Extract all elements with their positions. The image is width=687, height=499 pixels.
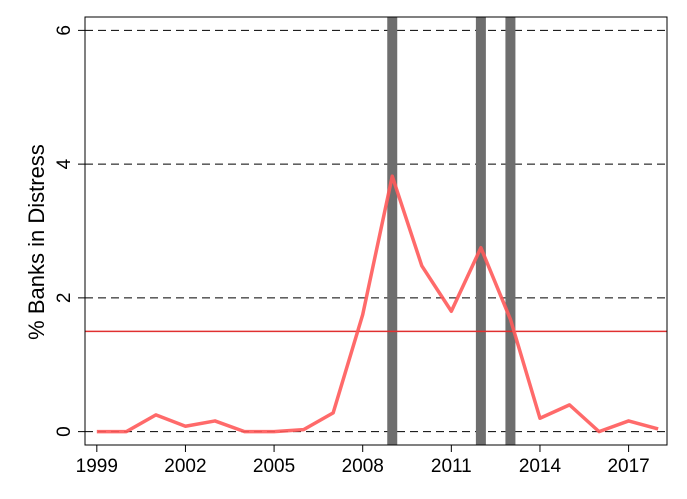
x-tick-label: 2014 [519,456,562,477]
highlight-bar [387,17,398,445]
plot-frame [84,16,668,446]
y-tick-label: 6 [54,25,75,36]
x-tick-label: 2008 [342,456,384,477]
x-tick-label: 2002 [164,456,206,477]
highlight-bar [475,17,486,445]
x-tick-label: 1999 [76,456,118,477]
highlight-bar [505,17,516,445]
y-axis-label: % Banks in Distress [24,144,49,340]
x-tick-label: 2011 [431,456,472,477]
y-tick-label: 0 [54,426,75,437]
y-tick-label: 4 [54,158,75,169]
y-tick-label: 2 [54,293,75,304]
data-line [96,174,659,434]
x-tick-label: 2017 [607,456,649,477]
x-tick-label: 2005 [253,456,295,477]
